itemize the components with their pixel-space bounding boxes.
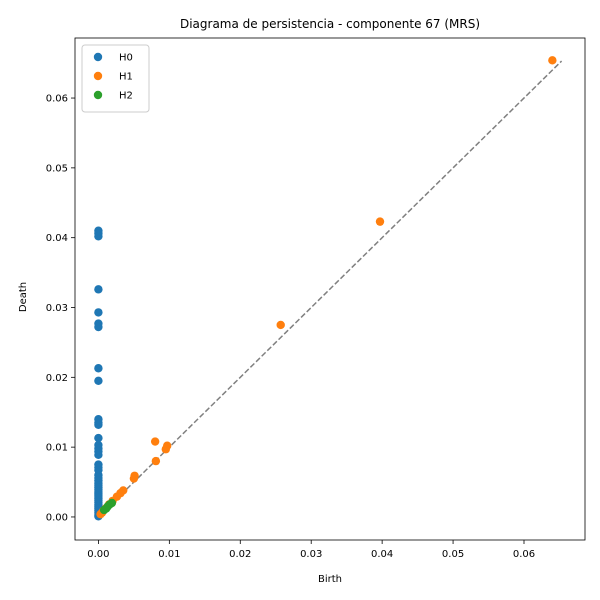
x-tick-label: 0.03 <box>300 549 322 560</box>
legend-marker-h1 <box>93 71 103 81</box>
legend-label-h0: H0 <box>119 53 133 64</box>
y-axis-label: Death <box>18 282 29 312</box>
legend-marker-h2 <box>93 90 103 100</box>
y-tick-label: 0.01 <box>46 443 68 454</box>
x-tick-label: 0.06 <box>513 549 535 560</box>
chart-title: Diagrama de persistencia - componente 67… <box>180 17 480 31</box>
y-tick-label: 0.05 <box>46 163 68 174</box>
data-point-h1 <box>129 474 139 483</box>
data-point-h1 <box>161 445 170 454</box>
y-tick-label: 0.03 <box>46 303 68 314</box>
legend: H0 H1 H2 <box>81 44 150 113</box>
legend-label-h1: H1 <box>119 72 133 83</box>
series-h2 <box>99 498 117 515</box>
y-tick-label: 0.00 <box>46 512 68 523</box>
x-tick-label: 0.00 <box>87 549 109 560</box>
data-point-h1 <box>276 320 285 330</box>
y-tick-label: 0.02 <box>46 373 68 384</box>
axes-frame <box>74 37 586 541</box>
legend-label-h2: H2 <box>119 91 133 102</box>
data-point-h1 <box>548 56 557 65</box>
y-tick-label: 0.04 <box>46 233 68 244</box>
data-point-h0 <box>94 232 103 241</box>
y-tick-label: 0.06 <box>46 94 68 105</box>
x-tick-label: 0.04 <box>371 549 393 560</box>
legend-marker-h0 <box>93 52 103 62</box>
data-point-h1 <box>150 437 160 446</box>
data-point-h1 <box>375 217 385 226</box>
data-point-h0 <box>94 285 103 294</box>
data-point-h0 <box>94 433 103 443</box>
data-point-h0 <box>94 450 103 460</box>
series-h0 <box>94 226 103 521</box>
diagonal-reference-line <box>97 60 563 518</box>
data-point-h0 <box>94 308 103 317</box>
legend-frame <box>81 44 150 113</box>
data-point-h2 <box>99 505 109 515</box>
x-tick-label: 0.02 <box>229 549 251 560</box>
x-axis-label: Birth <box>318 574 342 585</box>
data-point-h0 <box>94 376 103 386</box>
data-point-h1 <box>151 456 161 466</box>
x-tick-label: 0.05 <box>442 549 464 560</box>
plot-area: 0.00 0.01 0.02 0.03 0.04 0.05 0.06 0.00 0.01 0.02… <box>46 37 586 560</box>
x-tick-label: 0.01 <box>158 549 180 560</box>
data-point-h0 <box>94 364 103 373</box>
data-point-h0 <box>94 322 103 332</box>
data-point-h0 <box>94 420 103 429</box>
